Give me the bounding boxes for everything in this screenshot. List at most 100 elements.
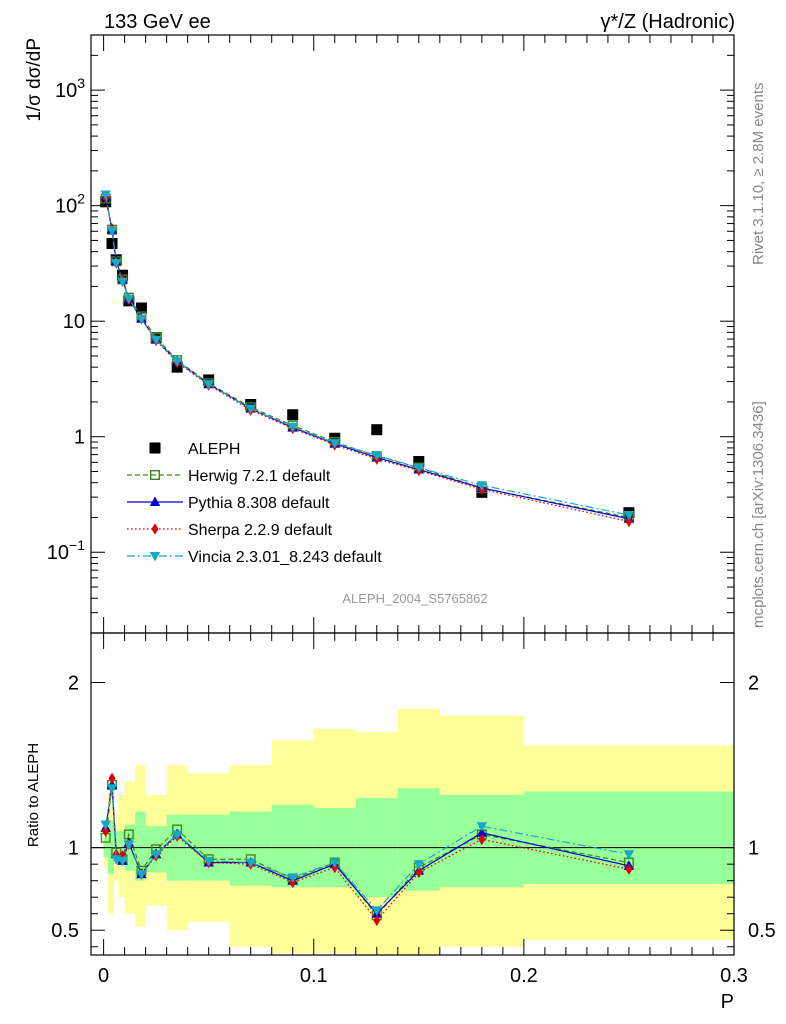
ratio-y-tick-label-right: 1 (748, 838, 759, 860)
ratio-data-point (245, 858, 256, 869)
data-point (329, 439, 341, 449)
x-tick-label: 0.3 (720, 965, 748, 987)
ratio-y-tick-label-right: 2 (748, 673, 759, 695)
ratio-data-point (476, 827, 488, 837)
data-point (100, 190, 111, 200)
ratio-data-point (203, 856, 214, 867)
rivet-version-label: Rivet 3.1.10, ≥ 2.8M events (750, 83, 767, 266)
ratio-series-line (105, 778, 630, 922)
series-line (105, 198, 630, 519)
inner-band-segment (229, 811, 272, 886)
ratio-y-axis: 0.5 0.5 1 1 2 2 (51, 673, 776, 948)
data-point (413, 456, 425, 468)
analysis-id-label: ALEPH_2004_S5765862 (342, 591, 487, 606)
legend-label: Vincia 2.3.01_8.243 default (188, 549, 382, 566)
series-0 (100, 196, 635, 519)
main-y-tick-label: 10 (63, 311, 85, 333)
ratio-data-point (117, 856, 128, 867)
ratio-y-tick-label-left: 2 (68, 673, 79, 695)
data-point (623, 511, 635, 521)
mcplots-label: mcplots.cern.ch [arXiv:1306.3436] (750, 401, 767, 628)
ratio-data-point (476, 822, 488, 832)
header-right: γ*/Z (Hadronic) (601, 11, 735, 33)
legend-marker (149, 496, 161, 506)
data-point (371, 451, 383, 461)
ratio-series-3 (100, 784, 635, 916)
data-point (245, 404, 256, 415)
ratio-data-point (371, 906, 383, 916)
ratio-data-point (171, 830, 183, 840)
ratio-data-point (102, 825, 110, 837)
main-plot-marks (100, 190, 635, 528)
legend-marker (149, 552, 161, 562)
header-left: 133 GeV ee (104, 11, 211, 33)
ratio-data-point (625, 863, 633, 875)
data-point (625, 515, 633, 528)
legend-marker (151, 523, 159, 535)
main-x-ticks (103, 35, 735, 633)
ratio-data-point (108, 772, 116, 785)
main-y-tick-label: 103 (55, 75, 85, 102)
legend-marker (149, 442, 161, 454)
ratio-data-point (150, 850, 162, 860)
series-line (105, 196, 630, 520)
main-y-axis-label: 1/σ dσ/dP (24, 38, 45, 122)
ratio-data-point (329, 858, 341, 869)
ratio-y-tick-label-left: 1 (68, 838, 79, 860)
x-axis-label: P (721, 991, 734, 1013)
data-point (117, 277, 128, 288)
ratio-uncertainty-bands (103, 708, 734, 955)
ratio-plot-frame (90, 632, 735, 956)
data-point (136, 314, 147, 325)
series-line (105, 194, 630, 516)
main-y-tick-label: 1 (74, 427, 85, 449)
ratio-data-point (623, 850, 635, 860)
legend-label: Pythia 8.308 default (188, 495, 330, 512)
data-point (476, 481, 488, 491)
legend: ALEPH Herwig 7.2.1 default Pythia 8.308 de… (127, 441, 382, 566)
ratio-y-tick-label-left: 0.5 (51, 920, 79, 942)
legend-label: ALEPH (188, 441, 240, 458)
x-tick-label: 0.2 (510, 965, 538, 987)
main-y-tick-label: 102 (55, 191, 85, 218)
data-point (371, 424, 383, 436)
data-point (171, 357, 183, 367)
ratio-series-line (105, 788, 630, 912)
ratio-plot-marks (100, 772, 635, 927)
data-point (150, 335, 162, 346)
data-point (413, 463, 425, 474)
series-2 (100, 191, 635, 523)
ratio-data-point (100, 820, 111, 831)
ratio-data-point (123, 840, 135, 850)
data-point (203, 380, 214, 390)
data-point (287, 409, 299, 421)
ratio-plot: 0.5 0.5 1 1 2 2 0 0.1 0.2 0.3 Ratio to ALEPH P (25, 632, 776, 1013)
ratio-data-point (413, 860, 425, 870)
main-y-tick-label: 10−1 (47, 537, 85, 564)
main-plot-frame (90, 34, 735, 634)
x-axis: 0 0.1 0.2 0.3 (98, 633, 748, 987)
x-tick-label: 0.1 (300, 965, 328, 987)
data-point (135, 302, 147, 314)
inner-band-segment (135, 811, 146, 881)
x-tick-label: 0 (98, 965, 109, 987)
ratio-data-point (136, 870, 147, 880)
ratio-data-point (373, 914, 381, 927)
ratio-data-point (415, 866, 423, 879)
ratio-y-axis-label: Ratio to ALEPH (25, 743, 42, 847)
series-4 (100, 190, 635, 521)
data-point (106, 226, 118, 236)
data-point (123, 294, 135, 305)
ratio-data-point (478, 833, 486, 846)
series-line (105, 197, 630, 522)
data-point (287, 422, 298, 433)
ratio-data-point (287, 873, 298, 883)
legend-marker (149, 470, 160, 481)
legend-label: Herwig 7.2.1 default (188, 468, 331, 485)
data-point (110, 258, 122, 269)
ratio-data-point (106, 784, 118, 794)
data-point (106, 238, 118, 250)
